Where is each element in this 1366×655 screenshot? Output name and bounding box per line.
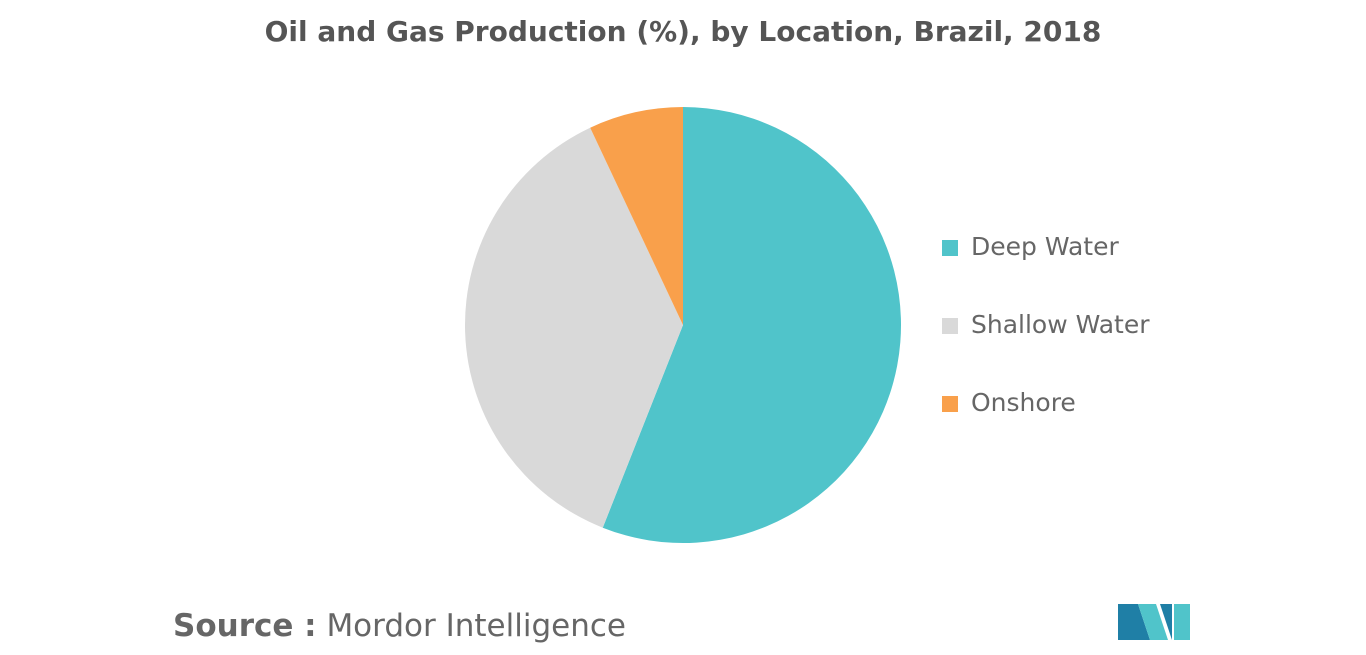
legend-label: Deep Water [971, 232, 1119, 261]
pie-slice [590, 107, 683, 325]
logo [1118, 604, 1190, 640]
source-name: Mordor Intelligence [326, 608, 626, 644]
pie-slice [602, 107, 901, 544]
legend-swatch [942, 396, 958, 412]
pie-slice [464, 127, 683, 528]
legend-label: Shallow Water [971, 310, 1150, 339]
chart-title: Oil and Gas Production (%), by Location,… [265, 15, 1102, 48]
legend-swatch [942, 318, 958, 334]
source: Source : Mordor Intelligence [173, 608, 626, 644]
source-label: Source : [173, 608, 317, 644]
legend-label: Onshore [971, 388, 1076, 417]
legend-swatch [942, 240, 958, 256]
